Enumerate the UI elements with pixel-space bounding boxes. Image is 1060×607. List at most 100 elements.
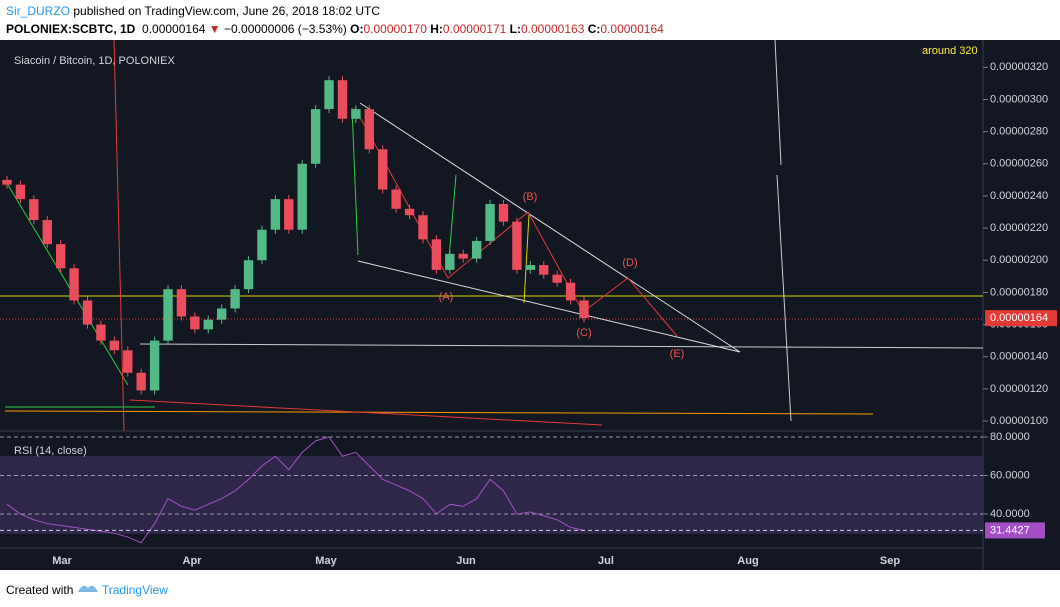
wave — [523, 214, 530, 304]
rsi-line — [6, 436, 585, 544]
chart-title: Siacoin / Bitcoin, 1D, POLONIEX — [14, 55, 175, 67]
candle — [136, 372, 146, 391]
y-tick-label: 0.00000120 — [990, 383, 1048, 395]
candle — [324, 80, 334, 110]
logo — [77, 585, 98, 592]
annotation: (C) — [576, 327, 591, 339]
created: Created with — [6, 583, 74, 597]
candle — [539, 265, 549, 275]
candle — [391, 189, 401, 209]
candle — [364, 109, 374, 150]
l-label: L: — [509, 22, 521, 36]
x-tick-label: May — [315, 555, 337, 567]
o: 0.00000170 — [363, 22, 427, 36]
vline — [113, 40, 125, 432]
candle — [190, 316, 200, 330]
candle — [337, 80, 348, 119]
symbol: POLONIEX:SCBTC, 1D — [6, 22, 136, 36]
chart: Siacoin / Bitcoin, 1D, POLONIEX around 3… — [0, 40, 1060, 570]
y-tick-label: 0.00000180 — [990, 286, 1048, 298]
c-label: C: — [587, 22, 601, 36]
change: −0.00000006 (−3.53%) — [224, 22, 347, 36]
candle — [230, 289, 240, 309]
candle — [82, 300, 93, 325]
y-tick-label: 0.00000220 — [990, 222, 1048, 234]
footer: Created with TradingView — [6, 582, 168, 597]
trendline — [4, 410, 874, 415]
last-rsi-box — [985, 522, 1045, 539]
candle — [351, 109, 361, 119]
h: 0.00000171 — [442, 22, 507, 36]
y-tick-label: 40.0000 — [990, 508, 1030, 520]
candle — [243, 260, 254, 290]
l: 0.00000163 — [520, 22, 585, 36]
candle — [418, 215, 428, 240]
brand[interactable]: TradingView — [101, 583, 168, 597]
candle — [565, 282, 576, 301]
annotation: (E) — [670, 348, 685, 360]
candle — [458, 253, 468, 259]
candle — [471, 240, 482, 259]
trendline — [129, 399, 603, 426]
candle — [485, 203, 495, 241]
candle — [149, 340, 160, 391]
candle — [257, 229, 267, 261]
rsi-band — [0, 456, 983, 534]
candle — [123, 350, 133, 373]
y-tick-label: 0.00000140 — [990, 351, 1048, 363]
rsi-title: RSI (14, close) — [14, 445, 87, 457]
x-tick-label: Apr — [183, 555, 203, 567]
y-tick-label: 60.0000 — [990, 469, 1030, 481]
c: 0.00000164 — [600, 22, 664, 36]
note: around 320 — [922, 45, 978, 57]
candle — [163, 289, 173, 341]
x-tick-label: Jun — [456, 555, 476, 567]
header-line: Sir_DURZO published on TradingView.com, … — [6, 4, 380, 18]
y-tick-label: 0.00000260 — [990, 158, 1048, 170]
candle — [203, 319, 213, 330]
arrow: ▼ — [208, 22, 221, 36]
trendline — [359, 102, 741, 353]
candle — [552, 274, 562, 283]
candle — [109, 340, 120, 351]
y-tick-label: 0.00000240 — [990, 190, 1048, 202]
candle — [55, 244, 66, 269]
y-tick-label: 0.00000300 — [990, 93, 1048, 105]
y-tick-label: 0.00000100 — [990, 415, 1048, 427]
candle — [297, 163, 307, 230]
last-price-box — [985, 310, 1057, 327]
trendline — [357, 260, 741, 353]
trendline — [7, 184, 129, 386]
candle — [284, 199, 294, 230]
candle — [404, 208, 415, 216]
last-rsi-label: 31.4427 — [990, 524, 1030, 536]
candle — [270, 199, 281, 230]
author[interactable]: Sir_DURZO — [6, 4, 71, 18]
y-tick-label: 0.00000320 — [990, 61, 1048, 73]
background — [0, 40, 1060, 570]
candle — [431, 239, 442, 270]
candle — [96, 324, 106, 341]
wave — [351, 107, 359, 256]
quote-line: POLONIEX:SCBTC, 1D 0.00000164 ▼ −0.00000… — [6, 22, 664, 36]
candle — [525, 265, 536, 270]
y-tick-label: 80.0000 — [990, 431, 1030, 443]
candle — [15, 184, 26, 200]
x-tick-label: Sep — [880, 555, 900, 567]
x-tick-label: Aug — [737, 555, 758, 567]
candle — [498, 203, 509, 222]
annotation: (B) — [523, 191, 538, 203]
candle — [176, 289, 187, 317]
published: published on TradingView.com, June 26, 2… — [73, 4, 381, 18]
trendline — [139, 343, 984, 349]
x-tick-label: Jul — [598, 555, 614, 567]
candle — [512, 221, 522, 270]
price: 0.00000164 — [142, 22, 206, 36]
candle — [579, 300, 589, 319]
vline — [776, 174, 792, 422]
annotation: (A) — [439, 291, 454, 303]
candle — [445, 253, 455, 270]
candle — [69, 268, 79, 301]
candle — [217, 308, 227, 320]
